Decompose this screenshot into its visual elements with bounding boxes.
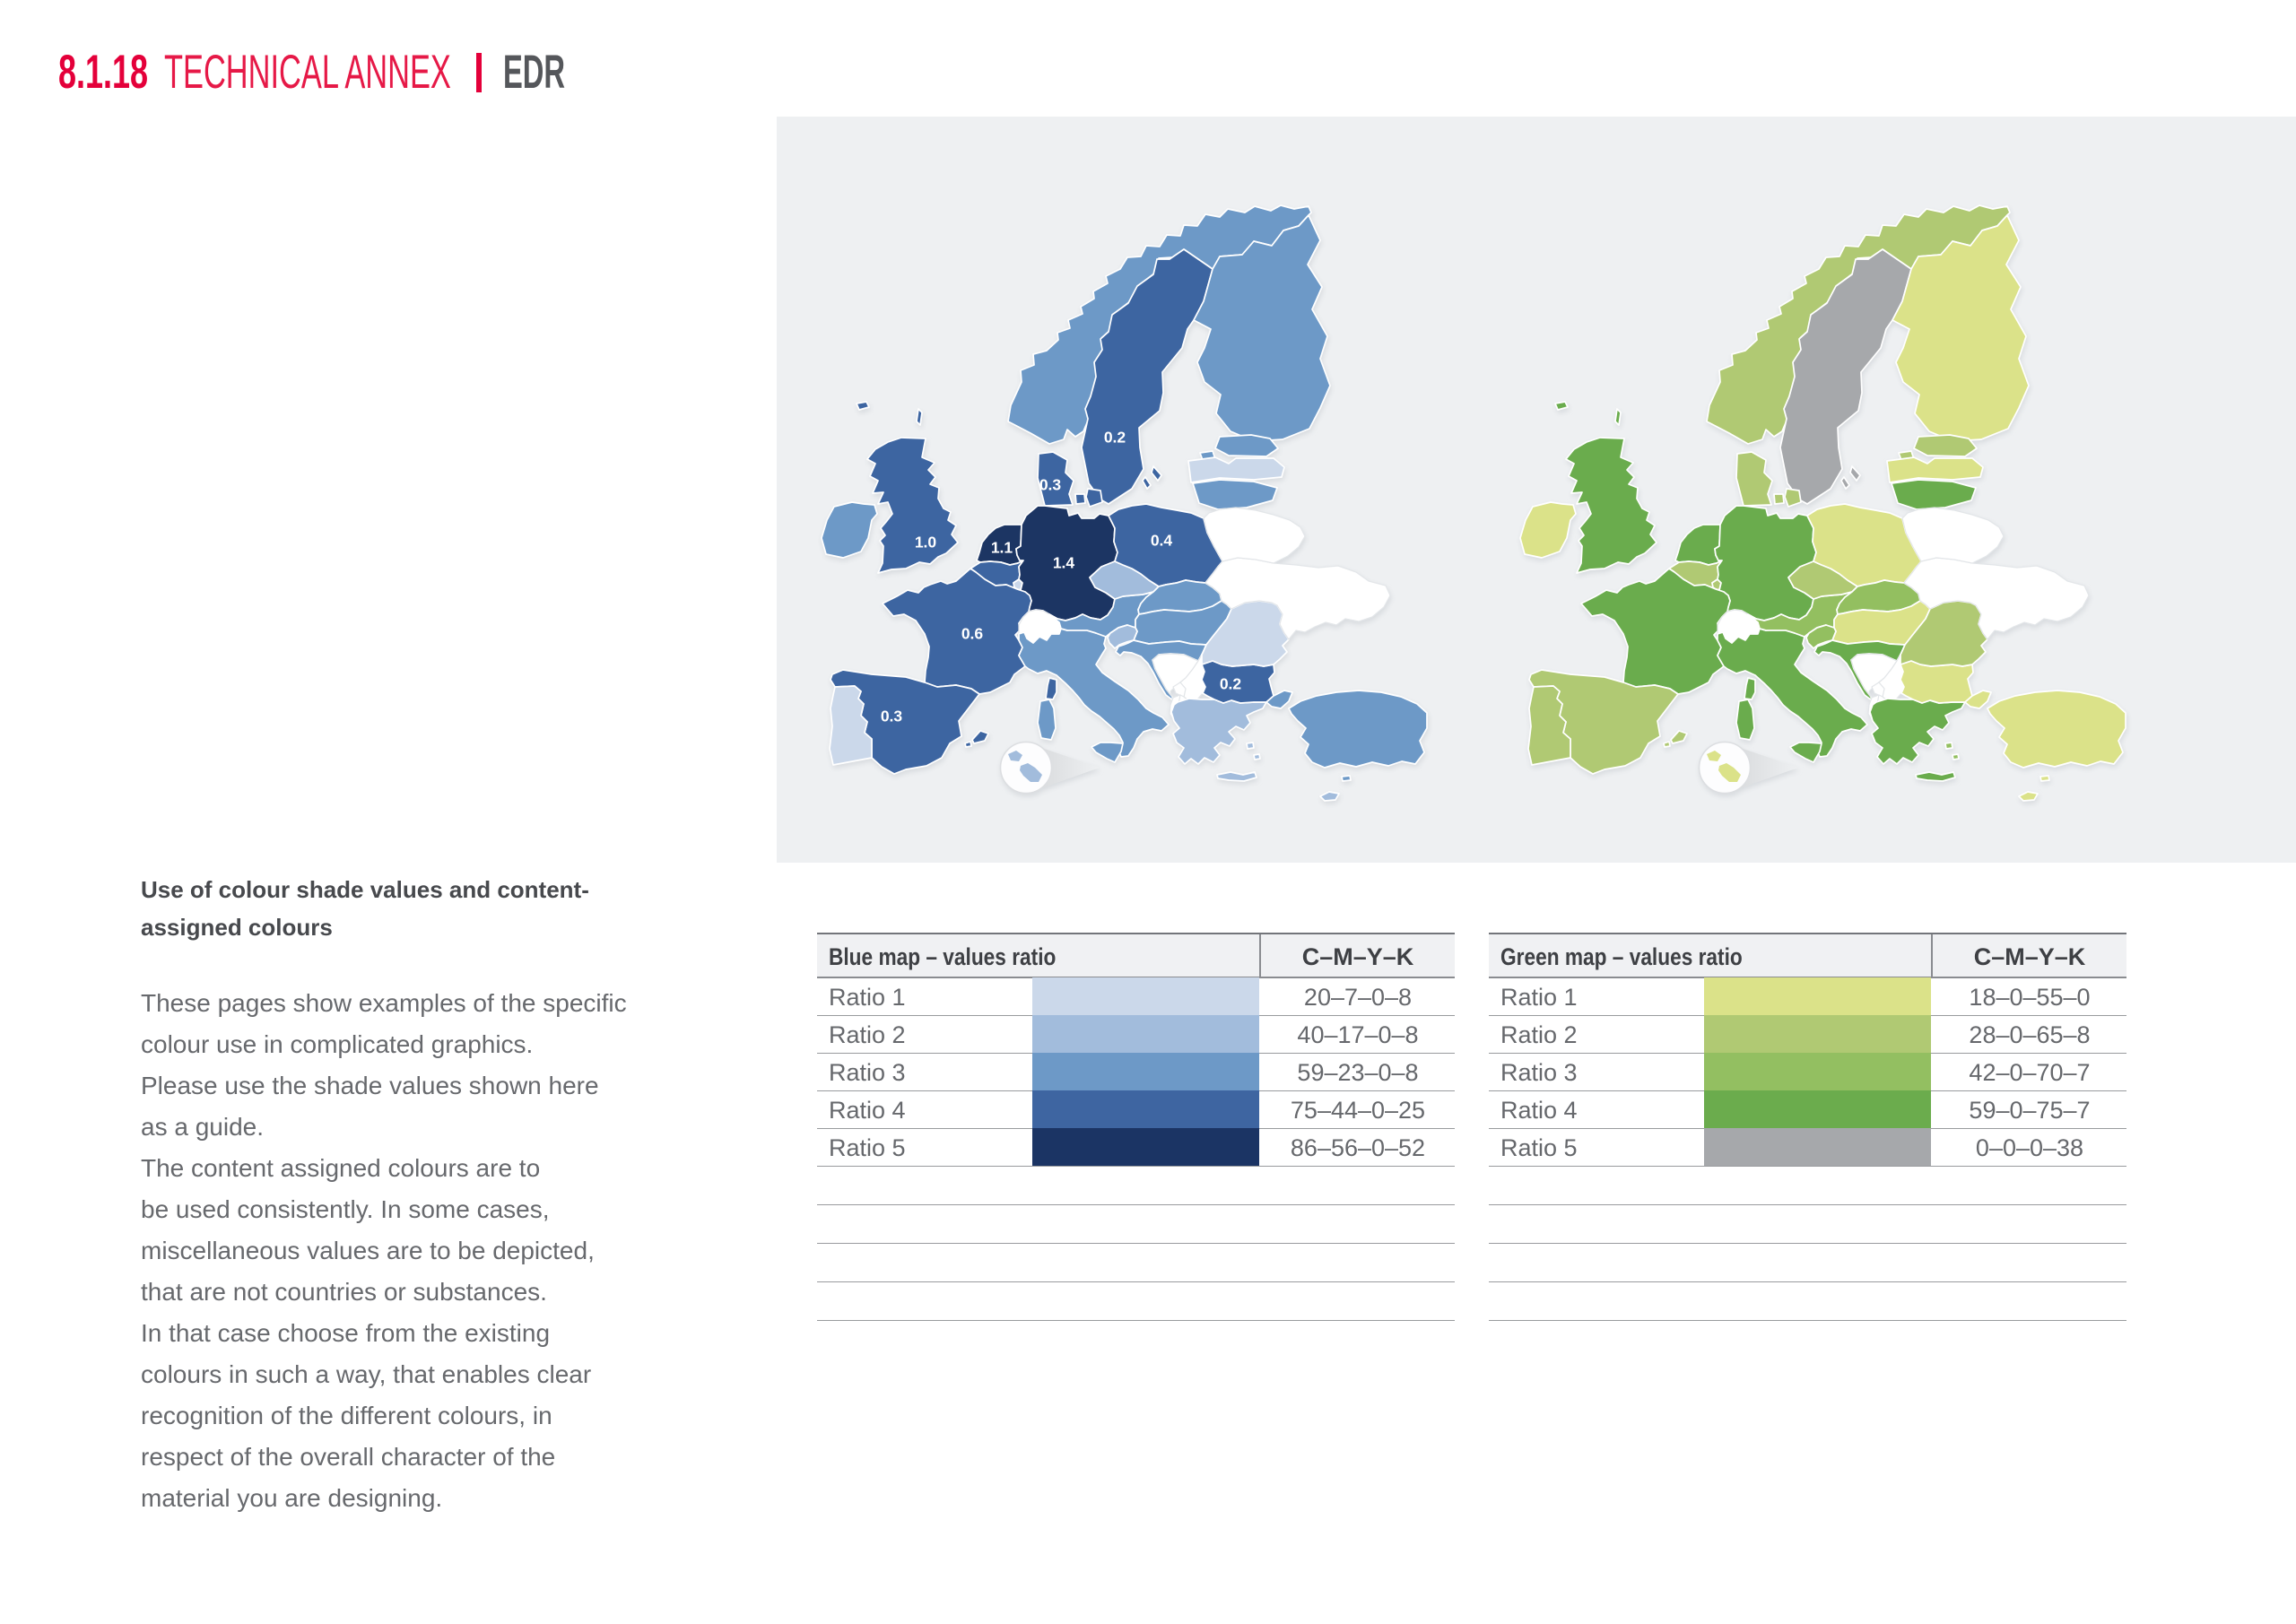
svg-text:1.0: 1.0 <box>915 534 937 551</box>
svg-text:0.3: 0.3 <box>881 708 903 725</box>
svg-text:0.3: 0.3 <box>1039 476 1062 494</box>
svg-text:0.2: 0.2 <box>1220 675 1242 693</box>
svg-text:1.4: 1.4 <box>1053 554 1075 572</box>
svg-text:0.2: 0.2 <box>1104 429 1126 447</box>
svg-text:1.1: 1.1 <box>991 539 1013 557</box>
svg-text:0.6: 0.6 <box>961 625 984 643</box>
svg-text:0.4: 0.4 <box>1151 532 1173 550</box>
